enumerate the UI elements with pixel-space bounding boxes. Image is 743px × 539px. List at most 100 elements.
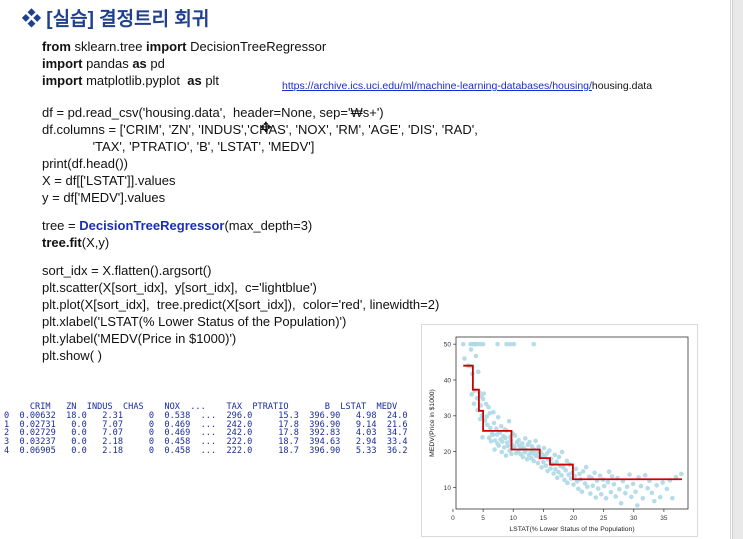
code-line: import pandas as pd [42, 55, 165, 72]
scatter-point [492, 447, 497, 452]
scatter-point [506, 418, 512, 424]
y-tick-label: 10 [444, 485, 452, 492]
scatter-point [605, 479, 611, 485]
code-text: plt.ylabel('MEDV(Price in $1000)') [42, 331, 237, 346]
scatter-point [475, 369, 481, 375]
scatter-point [481, 391, 487, 396]
scatter-point [553, 466, 558, 472]
scatter-point [531, 458, 537, 464]
code-text: matplotlib.pyplot [82, 73, 188, 88]
scatter-point [531, 341, 537, 347]
x-tick-label: 5 [481, 515, 485, 522]
y-tick-label: 30 [444, 413, 452, 420]
scatter-point [491, 420, 497, 426]
scatter-point [462, 356, 467, 361]
x-tick-label: 25 [600, 515, 608, 522]
scatter-point [583, 464, 589, 470]
code-text: plt.scatter(X[sort_idx], y[sort_idx], c=… [42, 280, 317, 295]
code-line: plt.ylabel('MEDV(Price in $1000)') [42, 330, 236, 347]
dataset-url[interactable]: https://archive.ics.uci.edu/ml/machine-l… [282, 80, 652, 92]
dataset-url-link[interactable]: https://archive.ics.uci.edu/ml/machine-l… [282, 80, 592, 92]
code-keyword: import [42, 73, 83, 88]
code-text: (max_depth=3) [224, 218, 313, 233]
scatter-point [554, 475, 560, 481]
scatter-point [527, 439, 532, 445]
scatter-point [565, 480, 570, 486]
dataframe-row: 1 0.02731 0.0 7.07 0 0.469 ... 242.0 17.… [4, 419, 408, 430]
scatter-point [559, 473, 564, 478]
scatter-point [574, 479, 580, 484]
scatter-point [499, 449, 505, 455]
scatter-point [579, 489, 585, 495]
dataframe-row: 2 0.02729 0.0 7.07 0 0.469 ... 242.0 17.… [4, 428, 408, 439]
scatter-point [556, 454, 562, 460]
code-keyword: as [187, 73, 202, 88]
scatter-point [480, 396, 486, 402]
scatter-point [492, 438, 498, 443]
scatter-point [609, 474, 615, 479]
code-text: sort_idx = X.flatten().argsort() [42, 263, 212, 278]
scatter-point [519, 441, 525, 446]
scatter-point [469, 392, 474, 397]
x-tick-label: 15 [540, 515, 548, 522]
code-keyword: import [146, 39, 187, 54]
scatter-point [480, 435, 485, 440]
scatter-point [522, 436, 528, 441]
scatter-point [598, 492, 604, 497]
scatter-point [547, 448, 552, 453]
scatter-point [627, 472, 632, 477]
y-tick-label: 40 [444, 377, 452, 384]
x-tick-label: 0 [451, 515, 455, 522]
y-tick-label: 50 [444, 341, 452, 348]
scatter-point [512, 444, 517, 449]
dataset-url-tail: housing.data [591, 80, 653, 92]
scatter-point [486, 404, 491, 410]
scatter-point [516, 437, 521, 443]
code-line: plt.scatter(X[sort_idx], y[sort_idx], c=… [42, 279, 317, 296]
code-text: plt [201, 73, 220, 88]
right-frame-edge [732, 0, 743, 539]
scatter-point [460, 341, 466, 347]
scatter-point [606, 469, 612, 475]
code-text: print(df.head()) [42, 156, 128, 171]
scatter-point [545, 468, 550, 474]
scatter-point [679, 471, 684, 477]
regression-plot-svg: 0 5 10 15 20 25 30 35 10 20 30 40 50 LSTAT(% Lower St… [429, 336, 689, 533]
scatter-point [608, 489, 614, 495]
regression-plot: 0 5 10 15 20 25 30 35 10 20 30 40 50 LSTAT(% Lower St… [421, 324, 698, 537]
x-tick-label: 10 [510, 515, 518, 522]
slide-title: ❖ [실습] 결정트리 회귀 [22, 9, 210, 30]
scatter-point [539, 465, 544, 470]
scatter-point [664, 486, 670, 492]
scatter-point [649, 490, 655, 496]
scatter-point [483, 401, 489, 407]
x-tick-label: 30 [630, 515, 638, 522]
scatter-point [554, 459, 559, 464]
x-axis-label: LSTAT(% Lower Status of the Population) [509, 526, 634, 533]
scatter-point [552, 452, 558, 458]
scatter-point [468, 347, 474, 352]
code-text: plt.xlabel('LSTAT(% Lower Status of the … [42, 314, 347, 329]
code-class-name: DecisionTreeRegressor [79, 218, 225, 233]
code-line: df.columns = ['CRIM', 'ZN', 'INDUS','CHA… [42, 121, 478, 138]
scatter-point [597, 473, 603, 478]
scatter-point [673, 474, 679, 480]
scatter-point [642, 473, 648, 478]
scatter-point [563, 468, 568, 473]
code-text: plt.show( ) [42, 348, 102, 363]
scatter-point [485, 422, 490, 428]
scatter-point [480, 341, 486, 347]
scatter-point [488, 438, 494, 444]
y-axis-label: MEDV(Price in $1000) [429, 389, 436, 457]
scatter-point [593, 495, 599, 500]
scatter-point [548, 466, 553, 471]
scatter-point [486, 435, 492, 440]
scatter-point [577, 471, 582, 477]
scatter-point [624, 484, 630, 490]
code-text: df = pd.read_csv('housing.data', header=… [42, 105, 384, 120]
scatter-point [623, 490, 628, 496]
code-text: pandas [82, 56, 133, 71]
scatter-point [582, 481, 588, 486]
scatter-point [500, 439, 505, 444]
scatter-point [487, 411, 493, 416]
